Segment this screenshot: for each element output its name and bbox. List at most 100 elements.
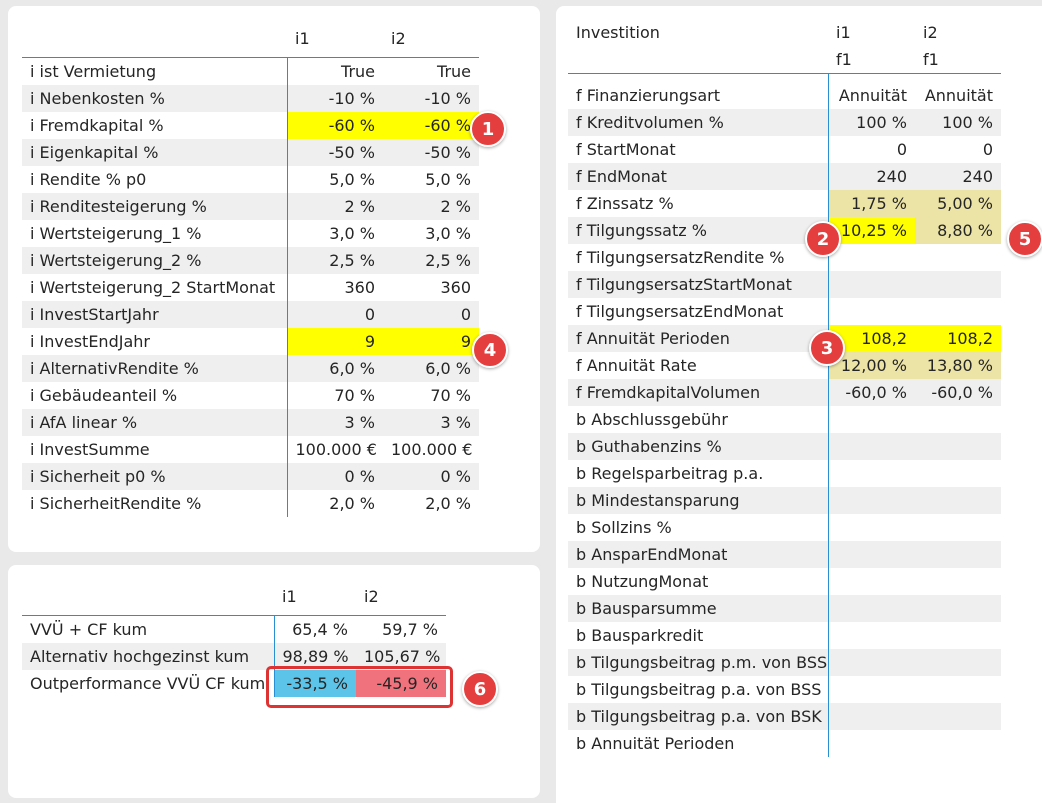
row-value-1 xyxy=(827,298,915,325)
right-header-label[interactable]: Investition xyxy=(576,23,660,42)
right-col-i2[interactable]: i2 xyxy=(923,23,938,42)
row-label: b Annuität Perioden xyxy=(576,734,735,753)
table-row[interactable]: b Tilgungsbeitrag p.m. von BSS xyxy=(568,649,1001,676)
row-label: b Tilgungsbeitrag p.m. von BSS xyxy=(568,649,828,676)
table-row[interactable]: i Fremdkapital % -60 % -60 % xyxy=(22,112,479,139)
table-row[interactable]: b Mindestansparung xyxy=(568,487,1001,514)
table-row[interactable]: i Eigenkapital % -50 % -50 % xyxy=(22,139,479,166)
table-row[interactable]: i InvestStartJahr 0 0 xyxy=(22,301,479,328)
row-label: f Annuität Perioden xyxy=(568,325,828,352)
row-label: b AnsparEndMonat xyxy=(568,541,828,568)
table-row[interactable]: b NutzungMonat xyxy=(568,568,1001,595)
row-label: i InvestEndJahr xyxy=(30,332,150,351)
row-value-2: -50 % xyxy=(383,139,479,166)
table-row[interactable]: b Guthabenzins % xyxy=(568,433,1001,460)
right-col-i1[interactable]: i1 xyxy=(836,23,851,42)
row-value-1: True xyxy=(286,57,383,85)
row-value-1: 100.000 € xyxy=(286,436,383,463)
row-label: i SicherheitRendite % xyxy=(30,494,202,513)
row-value-2 xyxy=(915,514,1001,541)
table-row[interactable]: f TilgungsersatzEndMonat xyxy=(568,298,1001,325)
row-label: f FremdkapitalVolumen xyxy=(568,379,828,406)
row-value-2: -10 % xyxy=(383,85,479,112)
table-row[interactable]: i Wertsteigerung_1 % 3,0 % 3,0 % xyxy=(22,220,479,247)
table-row[interactable]: f TilgungsersatzStartMonat xyxy=(568,271,1001,298)
table-row[interactable]: b Abschlussgebühr xyxy=(568,406,1001,433)
row-value-2: 108,2 xyxy=(915,325,1001,352)
row-value-2: 3,0 % xyxy=(425,224,471,243)
row-value-2: 240 xyxy=(915,163,1001,190)
right-col-f1-b[interactable]: f1 xyxy=(915,46,1001,74)
row-value-2 xyxy=(915,568,1001,595)
bottom-col-i1[interactable]: i1 xyxy=(274,577,356,616)
table-row[interactable]: VVÜ + CF kum 65,4 % 59,7 % xyxy=(22,615,446,643)
table-row[interactable]: i Nebenkosten % -10 % -10 % xyxy=(22,85,479,112)
table-row[interactable]: b Sollzins % xyxy=(568,514,1001,541)
row-label: f Annuität Rate xyxy=(576,356,697,375)
table-row[interactable]: b Tilgungsbeitrag p.a. von BSK xyxy=(568,703,1001,730)
row-label: i Eigenkapital % xyxy=(22,139,287,166)
table-row[interactable]: f Kreditvolumen % 100 % 100 % xyxy=(568,109,1001,136)
marker-4: 4 xyxy=(472,332,508,368)
table-row[interactable]: b Bausparkredit xyxy=(568,622,1001,649)
right-header-row-1: Investition i1 i2 xyxy=(568,19,1001,46)
table-row[interactable]: f EndMonat 240 240 xyxy=(568,163,1001,190)
table-row[interactable]: b Regelsparbeitrag p.a. xyxy=(568,460,1001,487)
table-row[interactable]: i Gebäudeanteil % 70 % 70 % xyxy=(22,382,479,409)
row-label: i Nebenkosten % xyxy=(22,85,287,112)
table-row[interactable]: f Annuität Perioden 108,2 108,2 xyxy=(568,325,1001,352)
row-label: i Sicherheit p0 % xyxy=(22,463,287,490)
marker-6: 6 xyxy=(462,671,498,707)
table-row[interactable]: i SicherheitRendite % 2,0 % 2,0 % xyxy=(22,490,479,517)
row-value-1: 2,5 % xyxy=(286,247,383,274)
table-row[interactable]: f Finanzierungsart Annuität Annuität xyxy=(568,82,1001,109)
row-value-2 xyxy=(915,460,1001,487)
table-row[interactable]: f Annuität Rate 12,00 % 13,80 % xyxy=(568,352,1001,379)
marker-1: 1 xyxy=(470,111,506,147)
right-col-f1-a[interactable]: f1 xyxy=(828,46,915,74)
table-row[interactable]: Alternativ hochgezinst kum 98,89 % 105,67 … xyxy=(22,643,446,670)
row-label: b Bausparkredit xyxy=(576,626,704,645)
table-row[interactable]: i Wertsteigerung_2 StartMonat 360 360 xyxy=(22,274,479,301)
row-value-2: 100.000 € xyxy=(391,440,473,459)
table-row[interactable]: i AlternativRendite % 6,0 % 6,0 % xyxy=(22,355,479,382)
table-row[interactable]: f Tilgungssatz % 10,25 % 8,80 % xyxy=(568,217,1001,244)
right-table: Investition i1 i2 f1 f1 f Finanzierungsa… xyxy=(568,19,1001,757)
table-row[interactable]: i AfA linear % 3 % 3 % xyxy=(22,409,479,436)
table-row[interactable]: b Annuität Perioden xyxy=(568,730,1001,757)
table-row[interactable]: f Zinssatz % 1,75 % 5,00 % xyxy=(568,190,1001,217)
bottom-col-i2[interactable]: i2 xyxy=(356,577,446,616)
table-row[interactable]: i Wertsteigerung_2 % 2,5 % 2,5 % xyxy=(22,247,479,274)
row-label: i AlternativRendite % xyxy=(22,355,287,382)
table-row[interactable]: b Tilgungsbeitrag p.a. von BSS xyxy=(568,676,1001,703)
table-row[interactable]: b AnsparEndMonat xyxy=(568,541,1001,568)
row-value-2: 2,0 % xyxy=(425,494,471,513)
table-row[interactable]: i InvestEndJahr 9 9 xyxy=(22,328,479,355)
table-row[interactable]: i Rendite % p0 5,0 % 5,0 % xyxy=(22,166,479,193)
left-col-i1[interactable]: i1 xyxy=(287,19,383,58)
row-value-1: -60,0 % xyxy=(827,379,915,406)
table-row[interactable]: i Renditesteigerung % 2 % 2 % xyxy=(22,193,479,220)
table-row[interactable]: Outperformance VVÜ CF kum -33,5 % -45,9 % xyxy=(22,670,446,697)
row-value-1: -10 % xyxy=(286,85,383,112)
row-value-2: 13,80 % xyxy=(915,352,1001,379)
row-label: f TilgungsersatzEndMonat xyxy=(576,302,784,321)
table-row[interactable]: b Bausparsumme xyxy=(568,595,1001,622)
row-value-1: -50 % xyxy=(286,139,383,166)
row-value-1 xyxy=(827,703,915,730)
table-row[interactable]: i Sicherheit p0 % 0 % 0 % xyxy=(22,463,479,490)
table-row[interactable]: f StartMonat 0 0 xyxy=(568,136,1001,163)
left-col-i2[interactable]: i2 xyxy=(383,19,479,58)
row-label: f EndMonat xyxy=(568,163,828,190)
row-label: Alternativ hochgezinst kum xyxy=(22,643,274,670)
right-header-row-2: f1 f1 xyxy=(568,46,1001,74)
table-row[interactable]: i InvestSumme 100.000 € 100.000 € xyxy=(22,436,479,463)
row-label: i Renditesteigerung % xyxy=(22,193,287,220)
row-value-1: 98,89 % xyxy=(273,643,356,670)
table-row[interactable]: i ist Vermietung True True xyxy=(22,57,479,85)
row-value-2: True xyxy=(437,62,471,81)
table-row[interactable]: f TilgungsersatzRendite % xyxy=(568,244,1001,271)
row-value-2 xyxy=(915,298,1001,325)
table-row[interactable]: f FremdkapitalVolumen -60,0 % -60,0 % xyxy=(568,379,1001,406)
row-label: b Mindestansparung xyxy=(568,487,828,514)
